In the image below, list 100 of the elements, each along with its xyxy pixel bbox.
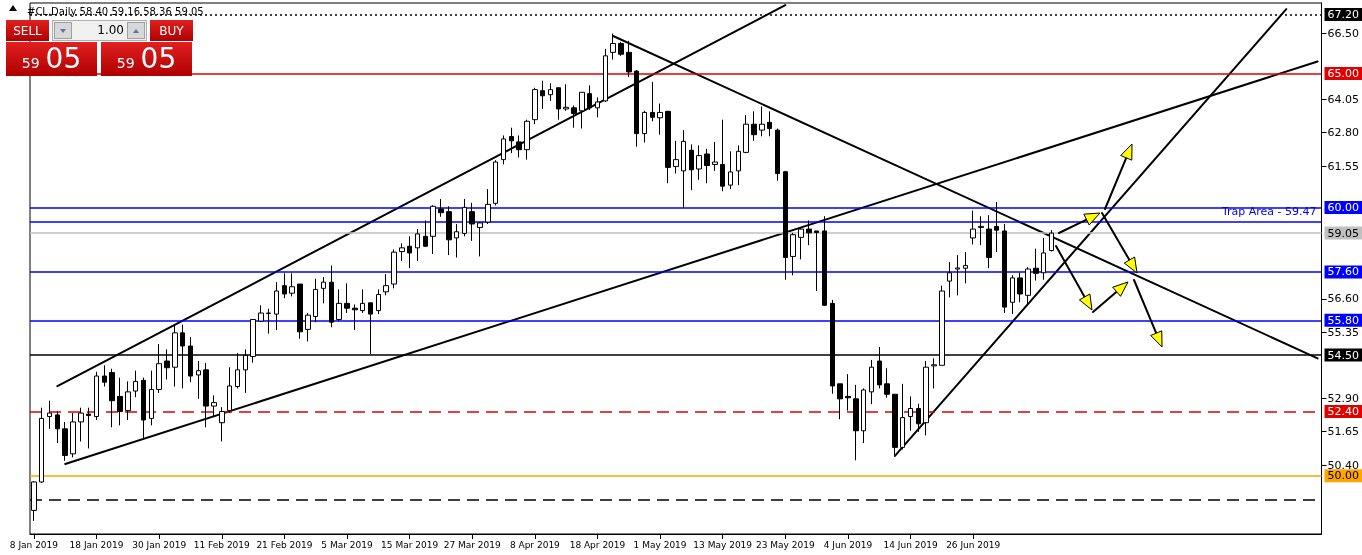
candlestick <box>712 141 718 172</box>
candlestick <box>837 383 843 420</box>
y-tick-label: 62.80 <box>1327 126 1360 140</box>
candlestick <box>587 84 592 111</box>
candlestick <box>869 359 874 405</box>
x-tick-label: 18 Apr 2019 <box>569 539 626 550</box>
candlestick <box>955 254 960 296</box>
candlestick <box>947 261 952 298</box>
candlestick <box>305 312 311 342</box>
candlestick <box>55 410 60 444</box>
candlestick <box>642 110 647 143</box>
candlestick <box>743 114 749 154</box>
candlestick <box>227 366 232 414</box>
candlestick <box>986 214 992 269</box>
candlestick <box>86 407 91 449</box>
candlestick <box>493 159 498 206</box>
candlestick <box>790 232 796 276</box>
ref-line-label: 59.05 <box>1327 226 1360 240</box>
candlestick <box>438 198 444 218</box>
candlestick <box>102 364 107 387</box>
candlestick <box>634 69 639 148</box>
candlestick <box>783 170 788 281</box>
candlestick <box>297 283 303 340</box>
candlestick <box>524 119 530 161</box>
ref-line-label: 67.20 <box>1327 8 1360 22</box>
candlestick <box>806 220 812 246</box>
candlestick <box>47 400 52 430</box>
candlestick <box>141 377 146 441</box>
y-tick-label: 56.60 <box>1327 292 1360 306</box>
candlestick <box>1033 248 1039 282</box>
candlestick <box>1002 223 1007 314</box>
candlestick <box>556 87 561 121</box>
candlestick <box>282 272 287 299</box>
candlestick <box>454 223 459 258</box>
candlestick <box>219 406 225 442</box>
candlestick <box>516 134 522 158</box>
candlestick <box>978 215 984 246</box>
annotation: 59 05 <box>21 42 82 77</box>
candlestick <box>1010 274 1015 315</box>
y-tick-label: 52.90 <box>1327 391 1360 405</box>
candlestick <box>845 373 851 412</box>
candlestick <box>579 91 585 130</box>
annotation: 1.00 <box>96 22 124 39</box>
candlestick <box>798 226 804 260</box>
x-tick-label: 27 Mar 2019 <box>443 539 502 550</box>
candlestick <box>407 235 412 269</box>
candlestick <box>462 198 467 237</box>
candlestick <box>673 140 679 175</box>
annotation: 59 05 <box>116 42 177 77</box>
x-tick-label: 21 Feb 2019 <box>256 539 313 550</box>
candlestick <box>916 403 921 433</box>
y-tick-label: 51.65 <box>1327 425 1360 439</box>
candlestick <box>39 407 44 484</box>
ref-line-label: 60.00 <box>1327 201 1360 215</box>
x-tick-label: 1 May 2019 <box>633 539 687 550</box>
annotation: BUY <box>150 20 193 41</box>
candlestick <box>258 304 264 323</box>
candlestick <box>681 129 686 209</box>
y-tick-label: 50.40 <box>1327 458 1360 472</box>
x-tick-label: 23 May 2019 <box>755 539 815 550</box>
candlestick <box>1017 272 1023 303</box>
candlestick <box>352 303 358 331</box>
candlestick <box>931 357 937 389</box>
candlestick <box>563 83 569 112</box>
y-tick-label: 66.50 <box>1327 26 1360 40</box>
candlestick <box>970 210 976 245</box>
x-tick-label: 11 Feb 2019 <box>193 539 251 550</box>
candlestick <box>509 127 514 154</box>
y-tick-label: 61.55 <box>1327 159 1360 173</box>
candlestick <box>336 288 342 322</box>
candlestick <box>571 104 577 129</box>
candlestick <box>94 371 99 421</box>
x-tick-label: 30 Jan 2019 <box>132 539 187 550</box>
candlestick <box>117 377 123 426</box>
candlestick <box>963 251 968 284</box>
legend-label: Trap Area - 59.47 <box>1220 204 1317 218</box>
x-tick-label: 8 Jan 2019 <box>9 539 59 550</box>
candlestick <box>540 80 545 110</box>
candlestick <box>266 308 271 335</box>
candlestick <box>595 96 600 118</box>
candlestick <box>274 281 279 331</box>
candlestick <box>728 150 733 190</box>
ref-line-label: 65.00 <box>1327 67 1360 81</box>
candlestick <box>125 380 131 421</box>
candlestick <box>736 144 741 186</box>
ref-line-label: 57.60 <box>1327 265 1360 279</box>
candlestick <box>689 143 694 191</box>
candlestick <box>884 367 890 399</box>
ref-line-label: 52.40 <box>1327 404 1360 418</box>
chart-title: #CL,Daily 58.40 59.16 58.36 59.05 <box>27 5 204 17</box>
candlestick <box>415 228 420 262</box>
candlestick <box>1025 266 1031 306</box>
ref-line-label: 54.50 <box>1327 348 1360 362</box>
candlestick <box>289 272 295 297</box>
candlestick <box>603 48 608 103</box>
candlestick <box>469 202 475 242</box>
candlestick <box>133 370 138 398</box>
candlestick <box>751 110 757 142</box>
candlestick <box>376 288 381 315</box>
candlestick <box>900 383 905 451</box>
